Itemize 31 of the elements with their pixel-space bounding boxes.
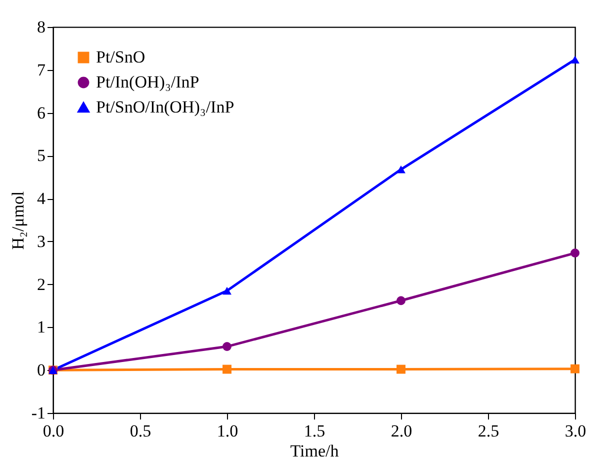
y-tick-label: 2: [37, 274, 46, 294]
x-tick-label: 2.0: [390, 422, 412, 440]
point: [222, 364, 232, 374]
x-tick-label: 0.5: [130, 422, 152, 440]
x-axis-title: Time/h: [290, 442, 340, 460]
point: [570, 364, 580, 374]
y-tick-label: 3: [37, 232, 46, 251]
point: [396, 166, 406, 174]
y-tick-label: 1: [37, 318, 46, 337]
y-tick-label: 4: [37, 189, 46, 208]
point: [570, 56, 580, 64]
x-tick-label: 2.5: [478, 422, 500, 440]
y-tick-label: 5: [37, 146, 46, 166]
x-tick-label: 1.0: [216, 422, 238, 440]
legend-label: Pt/SnO: [96, 48, 146, 66]
y-tick-label: 7: [37, 60, 46, 80]
point: [570, 248, 580, 258]
y-axis-title: H₂/μmol: [8, 190, 28, 250]
point: [222, 286, 232, 295]
point: [222, 342, 232, 351]
point: [396, 296, 406, 306]
x-tick-label: 0.0: [42, 422, 64, 440]
legend-label: Pt/In(OH)₃/InP: [96, 72, 200, 92]
legend-label: Pt/SnO/In(OH)₃/InP: [96, 98, 234, 116]
point: [396, 364, 406, 374]
y-tick-label: 8: [37, 18, 46, 36]
y-tick-label: 6: [37, 103, 46, 122]
x-tick-label: 3.0: [564, 422, 586, 440]
y-tick-label: 0: [37, 360, 46, 380]
x-tick-label: 1.5: [304, 422, 326, 440]
y-tick-label: -1: [31, 404, 46, 422]
